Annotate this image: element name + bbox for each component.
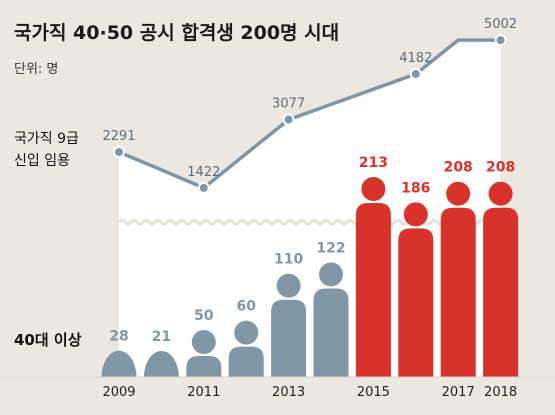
figure-head-2017 <box>446 181 471 206</box>
figure-body-2016 <box>398 228 434 377</box>
x-tick-2013: 2013 <box>272 385 305 400</box>
line-point-2016 <box>409 67 422 80</box>
line-point-2009 <box>113 146 125 158</box>
line-value-label-2018: 5002 <box>484 17 517 32</box>
chart-title: 국가직 40·50 공시 합격생 200명 시대 <box>14 22 339 44</box>
figure-2011: 50 <box>186 308 222 377</box>
axis-break-wave <box>117 218 505 226</box>
figure-head-2012 <box>234 320 259 345</box>
x-tick-2009: 2009 <box>102 385 135 400</box>
figure-2014: 122 <box>313 240 349 377</box>
figure-body-2014 <box>313 288 349 377</box>
figure-2013: 110 <box>271 252 307 377</box>
figure-body-2011 <box>186 356 222 377</box>
bar-value-label-2009: 28 <box>109 329 128 345</box>
line-value-label-2016: 4182 <box>399 51 432 66</box>
figure-head-2011 <box>191 330 216 355</box>
bar-value-label-2011: 50 <box>194 308 214 324</box>
bar-value-label-2017: 208 <box>444 160 473 176</box>
figure-2010: 21 <box>143 329 179 377</box>
bar-value-label-2012: 60 <box>236 299 256 315</box>
figure-2009: 28 <box>101 329 137 377</box>
line-series-label-1: 국가직 9급 <box>14 131 79 147</box>
x-axis-ticks: 2009 2011 2013 2015 2017 2018 <box>102 385 517 400</box>
figure-body-2013 <box>271 299 307 377</box>
figure-head-2015 <box>361 177 386 201</box>
line-point-2013 <box>282 113 295 126</box>
figure-body-2012 <box>228 346 264 377</box>
bar-value-label-2013: 110 <box>274 252 303 268</box>
figure-head-2014 <box>319 262 343 287</box>
figure-head-2018 <box>488 181 513 206</box>
bar-value-label-2010: 21 <box>152 329 171 345</box>
line-point-2018 <box>494 34 507 47</box>
figure-head-2013 <box>276 273 301 298</box>
bar-value-label-2015: 213 <box>359 155 388 171</box>
line-series-label-2: 신입 임용 <box>14 153 70 169</box>
line-value-label-2011: 1422 <box>187 165 220 180</box>
figure-body-2017 <box>440 207 476 377</box>
x-tick-2018: 2018 <box>484 385 517 400</box>
line-points: 2291 1422 3077 4182 5002 <box>102 17 517 194</box>
x-tick-2015: 2015 <box>357 385 390 400</box>
figure-body-2009 <box>101 350 137 377</box>
figure-2015: 213 <box>355 155 391 377</box>
figure-body-2015 <box>355 203 391 377</box>
unit-label: 단위: 명 <box>14 62 58 77</box>
line-value-label-2009: 2291 <box>102 129 135 144</box>
bar-series-label: 40대 이상 <box>14 331 82 349</box>
figure-head-2016 <box>403 202 428 227</box>
pictogram-bars: 28 21 50 60 110 122 213 186 208 208 <box>101 155 519 377</box>
line-point-2011 <box>197 181 210 194</box>
line-series <box>118 38 501 190</box>
figure-body-2010 <box>143 351 179 377</box>
line-value-label-2013: 3077 <box>272 97 305 112</box>
x-tick-2011: 2011 <box>187 385 220 400</box>
bar-value-label-2016: 186 <box>401 180 430 196</box>
bar-value-label-2018: 208 <box>486 160 515 176</box>
figure-2018: 208 <box>483 160 519 377</box>
figure-2012: 60 <box>228 299 264 377</box>
figure-2016: 186 <box>398 180 434 377</box>
x-tick-2017: 2017 <box>442 385 475 400</box>
figure-2017: 208 <box>440 160 476 377</box>
bar-value-label-2014: 122 <box>316 240 345 256</box>
figure-body-2018 <box>483 207 519 377</box>
